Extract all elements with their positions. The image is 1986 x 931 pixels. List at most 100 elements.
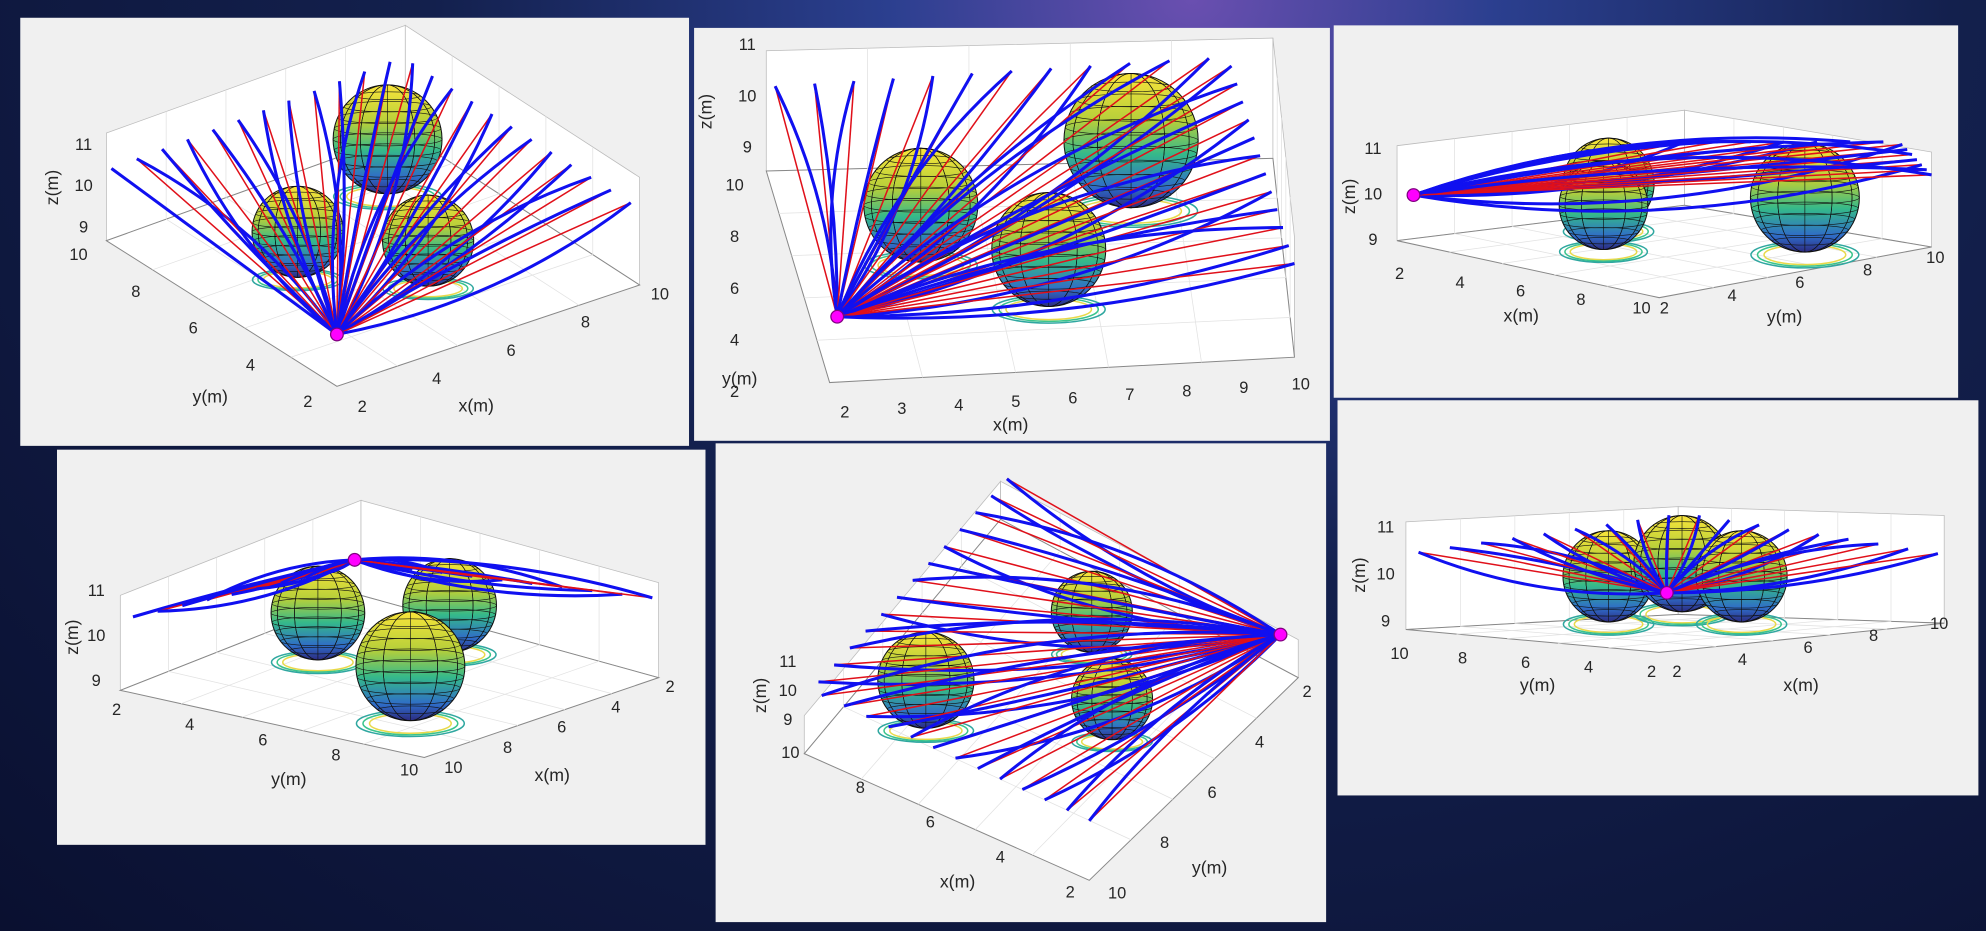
tick-label: 4 — [1738, 651, 1747, 669]
sphere-parallel — [864, 209, 977, 224]
plot-panel: 2 4 6 8 10 x(m) 10 8 6 4 2 y(m) 9 10 11 z(m) — [20, 17, 690, 446]
planned-path — [1413, 165, 1927, 197]
straight-path — [837, 190, 1272, 318]
sphere-parallel — [1064, 118, 1198, 136]
tick-label: 2 — [1647, 663, 1656, 681]
straight-path — [186, 138, 338, 335]
tick-label: 4 — [996, 848, 1005, 866]
sphere-parallel — [271, 616, 365, 629]
planned-path — [836, 208, 1278, 319]
planned-path — [354, 558, 623, 598]
sphere-meridian — [871, 147, 971, 263]
axis-label: x(m) — [993, 414, 1028, 434]
plot-panel: 2 4 6 8 10 x(m) 2 4 6 8 10 y(m) 11 10 9 z(m) — [1333, 25, 1959, 398]
tick-label: 8 — [503, 739, 512, 757]
straight-path — [843, 633, 1281, 707]
tick-label: 2 — [1303, 683, 1312, 701]
planned-path — [336, 201, 632, 336]
sphere-parallel — [1751, 201, 1859, 216]
straight-path — [836, 60, 1170, 318]
straight-path — [212, 129, 338, 335]
straight-path — [336, 189, 612, 336]
axis-label: z(m) — [750, 678, 770, 713]
tick-label: 4 — [1727, 287, 1736, 305]
straight-path — [774, 85, 838, 317]
axis-label: x(m) — [459, 395, 494, 415]
sphere-parallel — [403, 590, 496, 602]
tick-label: 10 — [738, 87, 756, 105]
straight-path — [1413, 163, 1922, 196]
sphere-parallel — [1063, 132, 1199, 149]
sphere-parallel — [366, 628, 455, 640]
tick-label: 10 — [1364, 185, 1382, 203]
straight-path — [1413, 174, 1932, 196]
sphere-parallel — [1576, 237, 1631, 245]
planned-path — [1574, 527, 1668, 594]
sphere-parallel — [333, 143, 442, 157]
straight-path — [837, 262, 1295, 318]
planned-path — [330, 71, 367, 335]
sphere-parallel — [366, 693, 455, 705]
planned-path — [1088, 633, 1282, 822]
straight-path — [1006, 478, 1281, 636]
tick-label: 2 — [665, 678, 674, 696]
sphere-parallel — [1760, 224, 1849, 236]
tick-label: 8 — [1182, 382, 1191, 400]
grid-line — [1511, 226, 1769, 278]
tick-label: 11 — [779, 653, 796, 671]
plot-panel: 10 8 6 4 2 x(m) 2 4 6 8 10 y(m) 11 10 9 z(m) — [715, 443, 1327, 923]
tick-label: 7 — [1125, 386, 1134, 404]
sphere-parallel — [333, 121, 442, 136]
tick-label: 2 — [730, 383, 739, 401]
tick-label: 10 — [1292, 375, 1310, 393]
planned-path — [1542, 532, 1668, 595]
grid-line — [1623, 616, 1888, 630]
planned-path — [865, 620, 1281, 637]
tick-label: 5 — [1011, 393, 1020, 411]
straight-path — [1666, 524, 1760, 594]
sphere-meridian — [362, 611, 458, 722]
sphere-parallel — [289, 646, 347, 655]
straight-path — [837, 244, 1289, 318]
grid-line — [1626, 211, 1878, 258]
tick-label: 2 — [1066, 883, 1075, 901]
tick-label: 8 — [1869, 627, 1878, 645]
tick-label: 11 — [1377, 519, 1394, 537]
floor — [803, 518, 1300, 881]
sphere-parallel — [377, 705, 444, 715]
sphere-parallel — [402, 599, 497, 612]
grid-line — [1557, 619, 1838, 644]
start-point — [1273, 627, 1288, 642]
tick-label: 11 — [1364, 140, 1381, 158]
sphere-parallel — [360, 638, 461, 651]
tick-label: 9 — [1368, 231, 1377, 249]
tick-label: 8 — [856, 779, 865, 797]
tick-label: 2 — [112, 701, 121, 719]
straight-path — [836, 57, 1210, 318]
axis-label: y(m) — [193, 386, 228, 406]
straight-path — [336, 201, 632, 336]
planned-path — [866, 633, 1282, 719]
tick-label: 2 — [358, 398, 367, 416]
tick-label: 8 — [1160, 834, 1169, 852]
planned-path — [335, 63, 415, 336]
grid-line — [1514, 623, 1774, 642]
tick-label: 10 — [781, 744, 799, 762]
tick-label: 4 — [1455, 274, 1464, 292]
sphere-meridian — [277, 565, 359, 661]
tick-label: 2 — [1672, 663, 1681, 681]
tick-label: 4 — [1255, 734, 1264, 752]
sphere-parallel — [382, 234, 475, 247]
sphere-parallel — [1652, 521, 1712, 529]
tick-label: 2 — [303, 393, 312, 411]
axis-label: y(m) — [722, 369, 757, 389]
straight-path — [837, 226, 1284, 318]
axis-label: x(m) — [940, 872, 975, 892]
tick-label: 8 — [331, 747, 340, 765]
tick-label: 8 — [1458, 650, 1467, 668]
planned-path — [186, 138, 338, 336]
planned-path — [1665, 523, 1760, 594]
axis-label: y(m) — [1192, 858, 1227, 878]
straight-path — [836, 81, 855, 317]
axis-label: z(m) — [1349, 557, 1369, 592]
